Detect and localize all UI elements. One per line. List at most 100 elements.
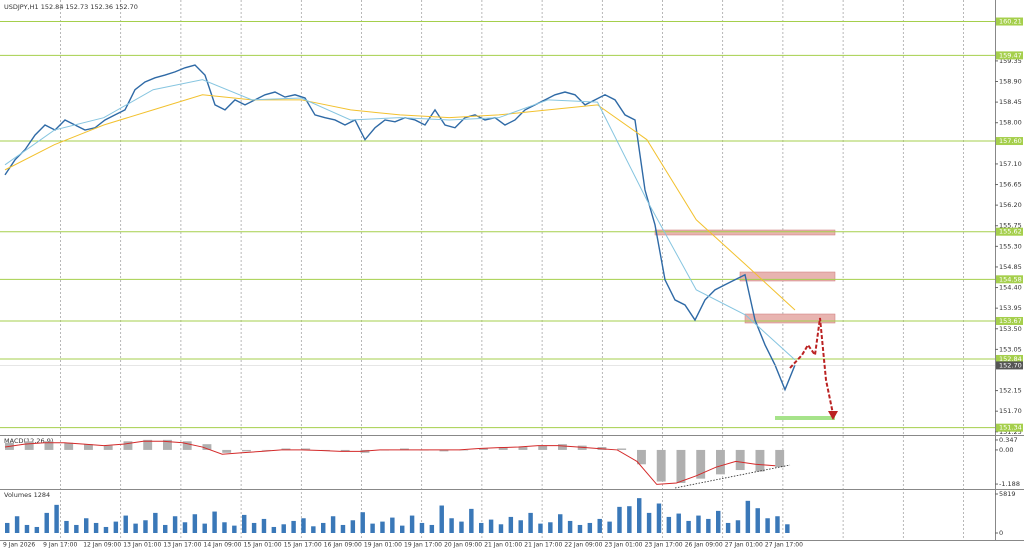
x-tick-label: 12 Jan 09:00 [83,542,121,549]
bar [676,449,686,483]
bar [251,522,257,533]
bar [597,518,602,533]
bar [459,521,464,533]
bar [409,515,415,533]
bar [469,508,474,533]
bar [765,518,770,533]
y-tick-label: 153.05 [999,345,1022,353]
x-tick-label: 23 Jan 17:00 [645,542,683,549]
level-label-box [996,17,1023,26]
y-tick-label: 153.50 [999,325,1022,333]
bar [508,516,514,533]
bar [735,449,745,471]
bar [350,520,356,533]
level-label: 152.84 [999,355,1022,363]
bar [538,445,548,450]
bar [54,504,59,533]
bar [44,441,54,450]
bar [113,521,119,533]
bar [103,526,109,533]
bar [330,516,336,533]
bar [143,520,148,533]
bar [133,523,138,533]
bar [370,523,375,533]
bar [301,448,311,450]
bar [261,449,271,451]
bar [84,518,89,533]
level-label: 160.21 [999,18,1022,26]
bar [587,522,593,533]
bar [716,510,721,533]
x-tick-label: 21 Jan 01:00 [484,542,522,549]
bar [400,525,405,533]
bar [459,449,469,451]
bar [182,441,192,450]
bar [577,524,583,533]
bar [558,514,563,533]
bar [607,521,612,533]
y-tick-label: 0 [999,529,1003,537]
x-tick-label: 21 Jan 17:00 [524,542,562,549]
level-label: 157.60 [999,137,1022,145]
bar [202,523,207,533]
bar [498,524,504,533]
bar [686,520,691,533]
bar [261,518,267,533]
bar [706,518,711,533]
bar [725,522,731,533]
x-tick-label: 20 Jan 09:00 [444,542,482,549]
bar [498,447,508,450]
signal-line [4,440,776,485]
bar [548,522,553,533]
bar [518,520,523,533]
y-tick-label: 158.45 [999,98,1022,106]
bar [153,512,158,533]
y-tick-label: 155.30 [999,242,1022,250]
bar [637,449,646,465]
last-price-label: 152.70 [999,361,1022,369]
level-label: 159.47 [999,51,1022,59]
bar [755,449,765,472]
x-tick-label: 13 Jan 01:00 [123,542,161,549]
y-tick-label: 0.00 [999,446,1013,454]
bar [281,524,286,533]
level-label-box [996,227,1023,236]
y-tick-label: 157.10 [999,160,1022,168]
macd-title: MACD(12,26,9) [4,437,53,445]
level-label-box [996,354,1023,363]
bar [5,522,10,533]
level-label-box [996,137,1023,146]
bar [163,524,168,533]
x-tick-label: 15 Jan 17:00 [284,542,322,549]
y-tick-label: 159.35 [999,57,1022,65]
bar [143,439,153,450]
bar [172,516,178,533]
bar [745,500,751,533]
x-tick-label: 26 Jan 09:00 [685,542,723,549]
resistance-zone [654,229,836,236]
bar [617,448,627,450]
y-tick-label: 154.85 [999,263,1022,271]
bar [538,523,543,533]
bar [340,524,346,533]
bar [518,447,528,450]
y-tick-label: 156.65 [999,181,1022,189]
x-tick-label: 9 Jan 2026 [3,542,35,549]
x-tick-label: 23 Jan 01:00 [605,542,643,549]
bar [182,522,188,533]
bar [637,498,642,533]
level-label: 151.34 [999,424,1022,432]
moving-average [4,94,796,311]
bar [64,520,69,533]
price-line [4,64,796,392]
bar [281,448,291,450]
x-tick-label: 19 Jan 17:00 [404,542,442,549]
bar [646,512,652,533]
bar [311,526,316,533]
last-price-box [996,361,1023,370]
level-label: 155.62 [999,228,1022,236]
bar [84,444,93,450]
bar [617,506,622,533]
bar [449,518,454,533]
